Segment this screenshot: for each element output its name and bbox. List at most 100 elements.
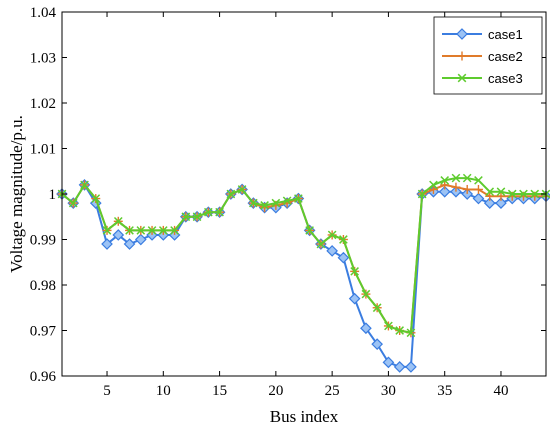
data-point bbox=[456, 28, 468, 40]
data-point bbox=[461, 188, 474, 200]
data-point bbox=[495, 197, 507, 209]
legend-label: case3 bbox=[488, 71, 523, 86]
data-point bbox=[181, 212, 191, 222]
data-point bbox=[406, 328, 416, 338]
legend-label: case1 bbox=[488, 27, 523, 42]
data-point bbox=[457, 73, 467, 83]
series-case3 bbox=[57, 173, 550, 338]
y-tick-label: 1.03 bbox=[30, 51, 56, 67]
data-point bbox=[294, 194, 303, 203]
data-point bbox=[360, 322, 372, 335]
data-point bbox=[496, 187, 506, 197]
data-point bbox=[519, 189, 528, 199]
data-point bbox=[91, 194, 101, 203]
data-point bbox=[485, 191, 495, 201]
data-point bbox=[429, 180, 438, 190]
data-point bbox=[393, 361, 406, 373]
y-tick-label: 0.96 bbox=[30, 369, 57, 385]
data-point bbox=[136, 226, 146, 235]
data-point bbox=[496, 191, 506, 201]
data-point bbox=[451, 182, 461, 192]
data-point bbox=[327, 230, 337, 240]
data-point bbox=[405, 361, 417, 373]
data-point bbox=[147, 226, 157, 235]
data-point bbox=[440, 176, 450, 185]
data-point bbox=[438, 185, 451, 198]
legend-item-case2: case2 bbox=[442, 49, 523, 64]
data-point bbox=[462, 173, 472, 183]
legend-item-case1: case1 bbox=[442, 27, 523, 42]
y-tick-label: 0.97 bbox=[30, 324, 57, 340]
data-point bbox=[450, 185, 462, 198]
data-point bbox=[474, 176, 483, 185]
data-point bbox=[326, 245, 338, 257]
x-tick-label: 40 bbox=[493, 383, 508, 399]
legend-item-case3: case3 bbox=[442, 71, 523, 86]
data-point bbox=[473, 184, 483, 194]
data-point bbox=[125, 226, 134, 235]
data-point bbox=[372, 303, 382, 313]
data-point bbox=[371, 338, 384, 350]
data-point bbox=[123, 238, 136, 250]
data-point bbox=[305, 226, 314, 235]
x-tick-label: 25 bbox=[325, 383, 340, 399]
data-point bbox=[68, 198, 78, 208]
data-point bbox=[350, 267, 359, 276]
x-axis-ticks: 5 10 15 20 25 30 35 40 bbox=[103, 12, 508, 399]
data-point bbox=[134, 233, 147, 246]
data-point bbox=[483, 197, 496, 209]
x-tick-label: 15 bbox=[212, 383, 227, 399]
x-tick-label: 35 bbox=[437, 383, 452, 399]
data-point bbox=[440, 180, 450, 190]
y-tick-label: 0.99 bbox=[30, 233, 56, 249]
x-tick-label: 5 bbox=[103, 383, 111, 399]
data-point bbox=[170, 226, 179, 235]
y-axis-ticks: 0.96 0.97 0.98 0.99 1 1.01 1.02 1.03 1.04 bbox=[30, 5, 546, 385]
data-point bbox=[271, 198, 281, 208]
data-point bbox=[337, 251, 350, 264]
data-point bbox=[158, 226, 168, 235]
data-point bbox=[361, 289, 371, 299]
data-point bbox=[113, 216, 123, 226]
data-point bbox=[417, 189, 427, 199]
data-point bbox=[451, 173, 461, 183]
legend: case1 case2 case3 bbox=[433, 16, 543, 95]
data-point bbox=[237, 185, 247, 194]
data-point bbox=[226, 189, 236, 199]
data-point bbox=[203, 207, 213, 217]
data-point bbox=[102, 226, 112, 235]
data-point bbox=[395, 326, 405, 335]
data-point bbox=[112, 229, 125, 241]
data-point bbox=[260, 201, 269, 210]
data-point bbox=[249, 198, 258, 208]
data-point bbox=[282, 196, 292, 206]
data-point bbox=[348, 292, 361, 305]
data-point bbox=[457, 51, 467, 61]
data-point bbox=[472, 192, 485, 205]
data-point bbox=[507, 189, 517, 199]
y-tick-label: 0.98 bbox=[30, 278, 56, 294]
data-point bbox=[462, 184, 472, 194]
data-point bbox=[215, 207, 224, 217]
y-tick-label: 1.01 bbox=[30, 142, 56, 158]
legend-label: case2 bbox=[488, 49, 523, 64]
data-point bbox=[382, 356, 395, 369]
x-axis-title: Bus index bbox=[270, 407, 339, 426]
x-tick-label: 20 bbox=[268, 383, 283, 399]
data-point bbox=[384, 321, 393, 331]
data-point bbox=[80, 180, 89, 190]
data-point bbox=[339, 235, 348, 244]
data-point bbox=[485, 187, 495, 197]
data-point bbox=[428, 184, 438, 194]
data-point bbox=[101, 238, 113, 250]
y-tick-label: 1 bbox=[49, 187, 57, 203]
y-tick-label: 1.02 bbox=[30, 96, 56, 112]
y-axis-title: Voltage magnitude/p.u. bbox=[7, 115, 26, 273]
data-point bbox=[530, 189, 540, 199]
x-tick-label: 10 bbox=[156, 383, 171, 399]
y-tick-label: 1.04 bbox=[30, 5, 57, 21]
series-layer bbox=[56, 173, 550, 373]
x-tick-label: 30 bbox=[381, 383, 396, 399]
data-point bbox=[192, 212, 202, 222]
